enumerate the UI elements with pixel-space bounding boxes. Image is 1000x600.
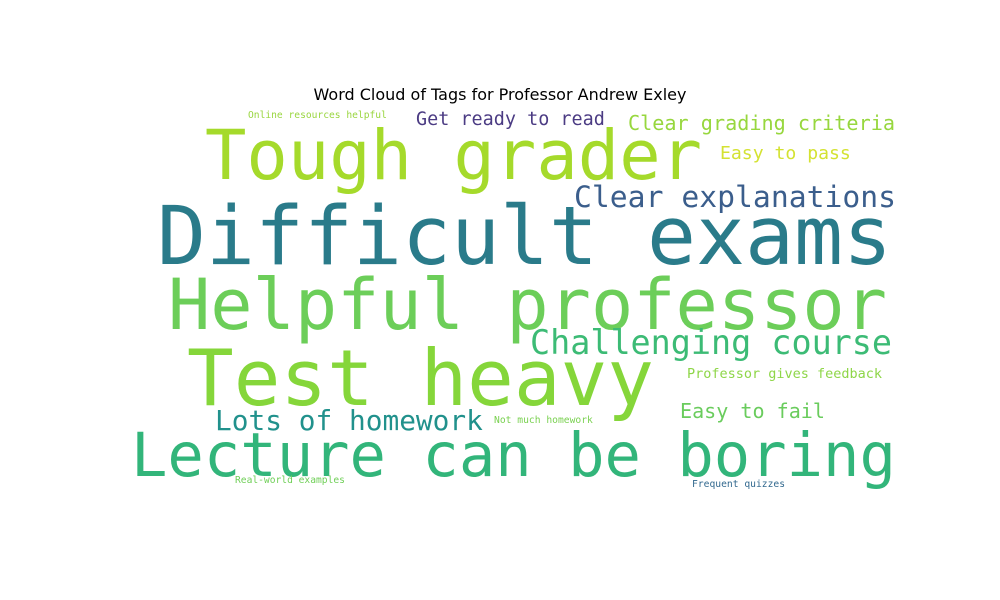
word-real-world-examples: Real-world examples <box>235 475 345 486</box>
word-tough-grader: Tough grader <box>205 116 703 196</box>
word-easy-to-pass: Easy to pass <box>720 143 851 164</box>
word-clear-explanations: Clear explanations <box>574 180 897 215</box>
word-online-resources-helpful: Online resources helpful <box>248 110 387 121</box>
word-challenging-course: Challenging course <box>530 323 893 362</box>
figure-title: Word Cloud of Tags for Professor Andrew … <box>313 85 687 104</box>
word-difficult-exams: Difficult exams <box>157 189 893 284</box>
word-frequent-quizzes: Frequent quizzes <box>692 479 786 490</box>
word-easy-to-fail: Easy to fail <box>680 399 825 423</box>
word-lots-of-homework: Lots of homework <box>215 404 483 437</box>
word-not-much-homework: Not much homework <box>494 415 593 426</box>
word-test-heavy: Test heavy <box>187 334 654 424</box>
word-lecture-can-be-boring: Lecture can be boring <box>131 421 896 491</box>
word-professor-gives-feedback: Professor gives feedback <box>687 366 883 382</box>
word-get-ready-to-read: Get ready to read <box>416 109 605 130</box>
word-clear-grading-criteria: Clear grading criteria <box>628 111 895 135</box>
word-helpful-professor: Helpful professor <box>168 264 887 346</box>
